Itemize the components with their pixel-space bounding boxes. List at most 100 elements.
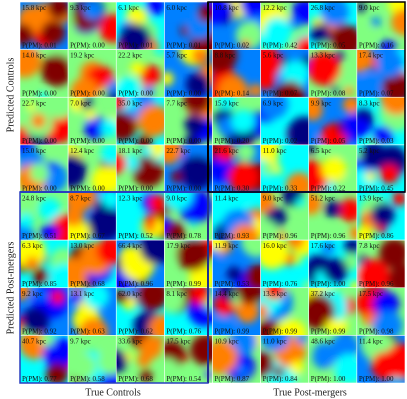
- galaxy-image: [115, 287, 165, 336]
- blob: [179, 155, 213, 190]
- image-content: [164, 240, 213, 288]
- galaxy-image: [20, 2, 69, 50]
- blob: [226, 266, 242, 282]
- galaxy-image: [212, 287, 261, 336]
- blobs: [141, 193, 165, 240]
- blob: [360, 258, 386, 284]
- blobs: [260, 2, 309, 50]
- image-content: [260, 240, 309, 288]
- blob: [260, 303, 269, 319]
- blobs: [116, 335, 163, 383]
- probability-label: P(PM): 0.00: [22, 137, 57, 145]
- blob: [371, 16, 381, 27]
- probability-label: P(PM): 0.00: [118, 137, 153, 145]
- scale-label: 6.3 kpc: [22, 242, 43, 250]
- scale-label: 6.0 kpc: [166, 4, 187, 12]
- blob: [356, 49, 374, 73]
- probability-label: P(PM): 0.01: [118, 42, 153, 50]
- galaxy-image: [67, 96, 117, 146]
- probability-label: P(PM): 0.98: [359, 327, 394, 335]
- galaxy-image: [67, 2, 117, 50]
- blob: [21, 307, 50, 335]
- scale-label: 17.5 kpc: [359, 290, 383, 298]
- blob: [148, 314, 165, 336]
- blob: [100, 118, 117, 138]
- image-content: [260, 2, 309, 50]
- image-content: [212, 144, 261, 193]
- image-content: [308, 335, 357, 383]
- blob: [264, 287, 285, 300]
- blob: [139, 240, 165, 265]
- scale-label: 13.5 kpc: [263, 290, 287, 298]
- blobs: [312, 335, 357, 383]
- blob: [291, 2, 309, 25]
- blobs: [356, 2, 405, 50]
- image-content: [68, 97, 117, 145]
- scale-label: 10.8 kpc: [215, 4, 239, 12]
- blob: [100, 144, 117, 165]
- galaxy-image: [20, 96, 69, 146]
- galaxy-image: [20, 239, 69, 289]
- blob: [286, 240, 305, 249]
- probability-label: P(PM): 0.51: [22, 232, 57, 240]
- blob: [38, 91, 49, 98]
- blobs: [308, 144, 357, 193]
- image-content: [116, 144, 165, 193]
- blob: [165, 222, 186, 241]
- probability-label: P(PM): 0.76: [166, 327, 201, 335]
- scale-label: 12.3 kpc: [118, 195, 142, 203]
- blob: [260, 351, 274, 378]
- scale-label: 12.2 kpc: [263, 4, 287, 12]
- probability-label: P(PM): 0.00: [118, 89, 153, 97]
- image-content: [356, 97, 405, 145]
- blob: [212, 340, 238, 375]
- blob: [83, 287, 110, 309]
- blob: [188, 287, 211, 305]
- galaxy-image: [67, 287, 117, 336]
- blobs: [260, 240, 309, 288]
- blob: [287, 116, 309, 145]
- galaxy-image: [164, 144, 213, 193]
- probability-label: P(PM): 0.99: [311, 327, 346, 335]
- blob: [323, 257, 349, 283]
- scale-label: 5.6 kpc: [263, 52, 284, 60]
- image-grid: [20, 2, 405, 383]
- blob: [116, 350, 128, 373]
- blob: [245, 264, 261, 288]
- scale-label: 22.7 kpc: [22, 99, 46, 107]
- galaxy-image: [115, 2, 165, 50]
- galaxy-image: [212, 192, 261, 241]
- probability-label: P(PM): 1.00: [311, 280, 346, 288]
- blob: [88, 206, 117, 241]
- blob: [329, 24, 357, 50]
- scale-label: 37.2 kpc: [311, 290, 335, 298]
- blobs: [20, 287, 69, 336]
- galaxy-image: [260, 287, 310, 336]
- blob: [260, 192, 275, 214]
- probability-label: P(PM): 0.20: [215, 137, 250, 145]
- blob: [68, 206, 84, 227]
- probability-label: P(PM): 0.00: [70, 137, 105, 145]
- blob: [48, 163, 57, 172]
- blob: [212, 240, 226, 253]
- blob: [370, 202, 395, 227]
- probability-label: P(PM): 0.99: [263, 327, 298, 335]
- blob: [212, 156, 233, 183]
- galaxy-image: [356, 239, 405, 289]
- image-content: [356, 240, 405, 288]
- blobs: [116, 287, 165, 336]
- probability-label: P(PM): 0.99: [215, 327, 250, 335]
- blobs: [212, 49, 261, 98]
- blob: [20, 49, 42, 78]
- probability-label: P(PM): 0.05: [311, 137, 346, 145]
- blob: [183, 97, 212, 114]
- scale-label: 16.0 kpc: [263, 242, 287, 250]
- blob: [69, 290, 84, 305]
- blob: [387, 264, 405, 288]
- blob: [68, 352, 96, 381]
- blob: [40, 223, 59, 241]
- blobs: [116, 144, 165, 188]
- blob: [275, 80, 305, 98]
- galaxy-image: [308, 96, 358, 146]
- blob: [295, 36, 309, 50]
